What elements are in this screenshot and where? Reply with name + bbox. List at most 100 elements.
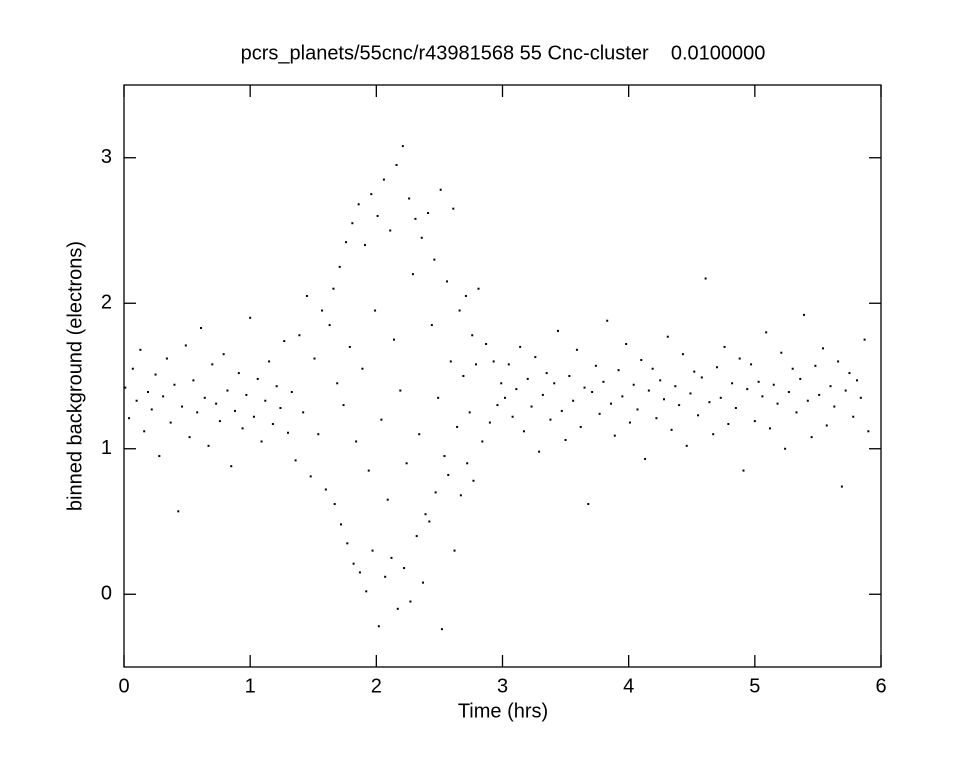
point (396, 607, 399, 610)
point (837, 360, 840, 363)
point (165, 357, 168, 360)
point (662, 398, 665, 401)
point (840, 485, 843, 488)
point (199, 326, 202, 329)
x-tick-label: 1 (245, 675, 256, 697)
point (750, 363, 753, 366)
point (768, 427, 771, 430)
point (275, 385, 278, 388)
point (655, 417, 658, 420)
point (355, 440, 358, 443)
point (678, 404, 681, 407)
point (384, 575, 387, 578)
point (439, 188, 442, 191)
point (321, 309, 324, 312)
point (382, 178, 385, 181)
point (598, 412, 601, 415)
point (825, 424, 828, 427)
point (268, 360, 271, 363)
point (791, 367, 794, 370)
point (511, 415, 514, 418)
point (485, 342, 488, 345)
point (640, 358, 643, 361)
point (207, 444, 210, 447)
point (538, 450, 541, 453)
point (294, 459, 297, 462)
point (287, 431, 290, 434)
point (173, 383, 176, 386)
point (203, 396, 206, 399)
point (302, 411, 305, 414)
point (738, 357, 741, 360)
point (780, 351, 783, 354)
point (515, 388, 518, 391)
point (449, 360, 452, 363)
point (245, 393, 248, 396)
point (496, 404, 499, 407)
point (685, 444, 688, 447)
point (867, 430, 870, 433)
point (784, 447, 787, 450)
point (613, 434, 616, 437)
point (328, 324, 331, 327)
point (852, 415, 855, 418)
y-axis-label: binned background (electrons) (64, 241, 86, 511)
point (305, 294, 308, 297)
point (377, 625, 380, 628)
point (433, 258, 436, 261)
point (572, 399, 575, 402)
point (365, 590, 368, 593)
point (401, 145, 404, 148)
point (324, 488, 327, 491)
point (500, 382, 503, 385)
y-tick-label: 3 (101, 146, 112, 168)
point (290, 391, 293, 394)
point (348, 345, 351, 348)
point (222, 353, 225, 356)
point (829, 385, 832, 388)
point (723, 345, 726, 348)
point (803, 313, 806, 316)
point (237, 372, 240, 375)
point (507, 363, 510, 366)
point (215, 402, 218, 405)
point (504, 396, 507, 399)
point (241, 427, 244, 430)
point (414, 217, 417, 220)
point (124, 386, 127, 389)
point (545, 372, 548, 375)
point (863, 338, 866, 341)
point (361, 367, 364, 370)
point (772, 383, 775, 386)
point (264, 399, 267, 402)
point (761, 395, 764, 398)
point (453, 549, 456, 552)
point (689, 392, 692, 395)
point (447, 473, 450, 476)
point (704, 277, 707, 280)
point (814, 364, 817, 367)
point (363, 244, 366, 247)
x-tick-label: 3 (497, 675, 508, 697)
point (367, 469, 370, 472)
chart-title: pcrs_planets/55cnc/r43981568 55 Cnc-clus… (241, 42, 766, 64)
point (357, 203, 360, 206)
point (279, 407, 282, 410)
point (252, 415, 255, 418)
point (336, 382, 339, 385)
point (488, 421, 491, 424)
point (468, 411, 471, 414)
point (806, 399, 809, 402)
point (437, 396, 440, 399)
point (177, 510, 180, 513)
point (345, 241, 348, 244)
point (342, 404, 345, 407)
point (317, 433, 320, 436)
point (196, 411, 199, 414)
point (534, 356, 537, 359)
point (617, 369, 620, 372)
point (392, 338, 395, 341)
point (230, 465, 233, 468)
point (594, 364, 597, 367)
point (647, 389, 650, 392)
